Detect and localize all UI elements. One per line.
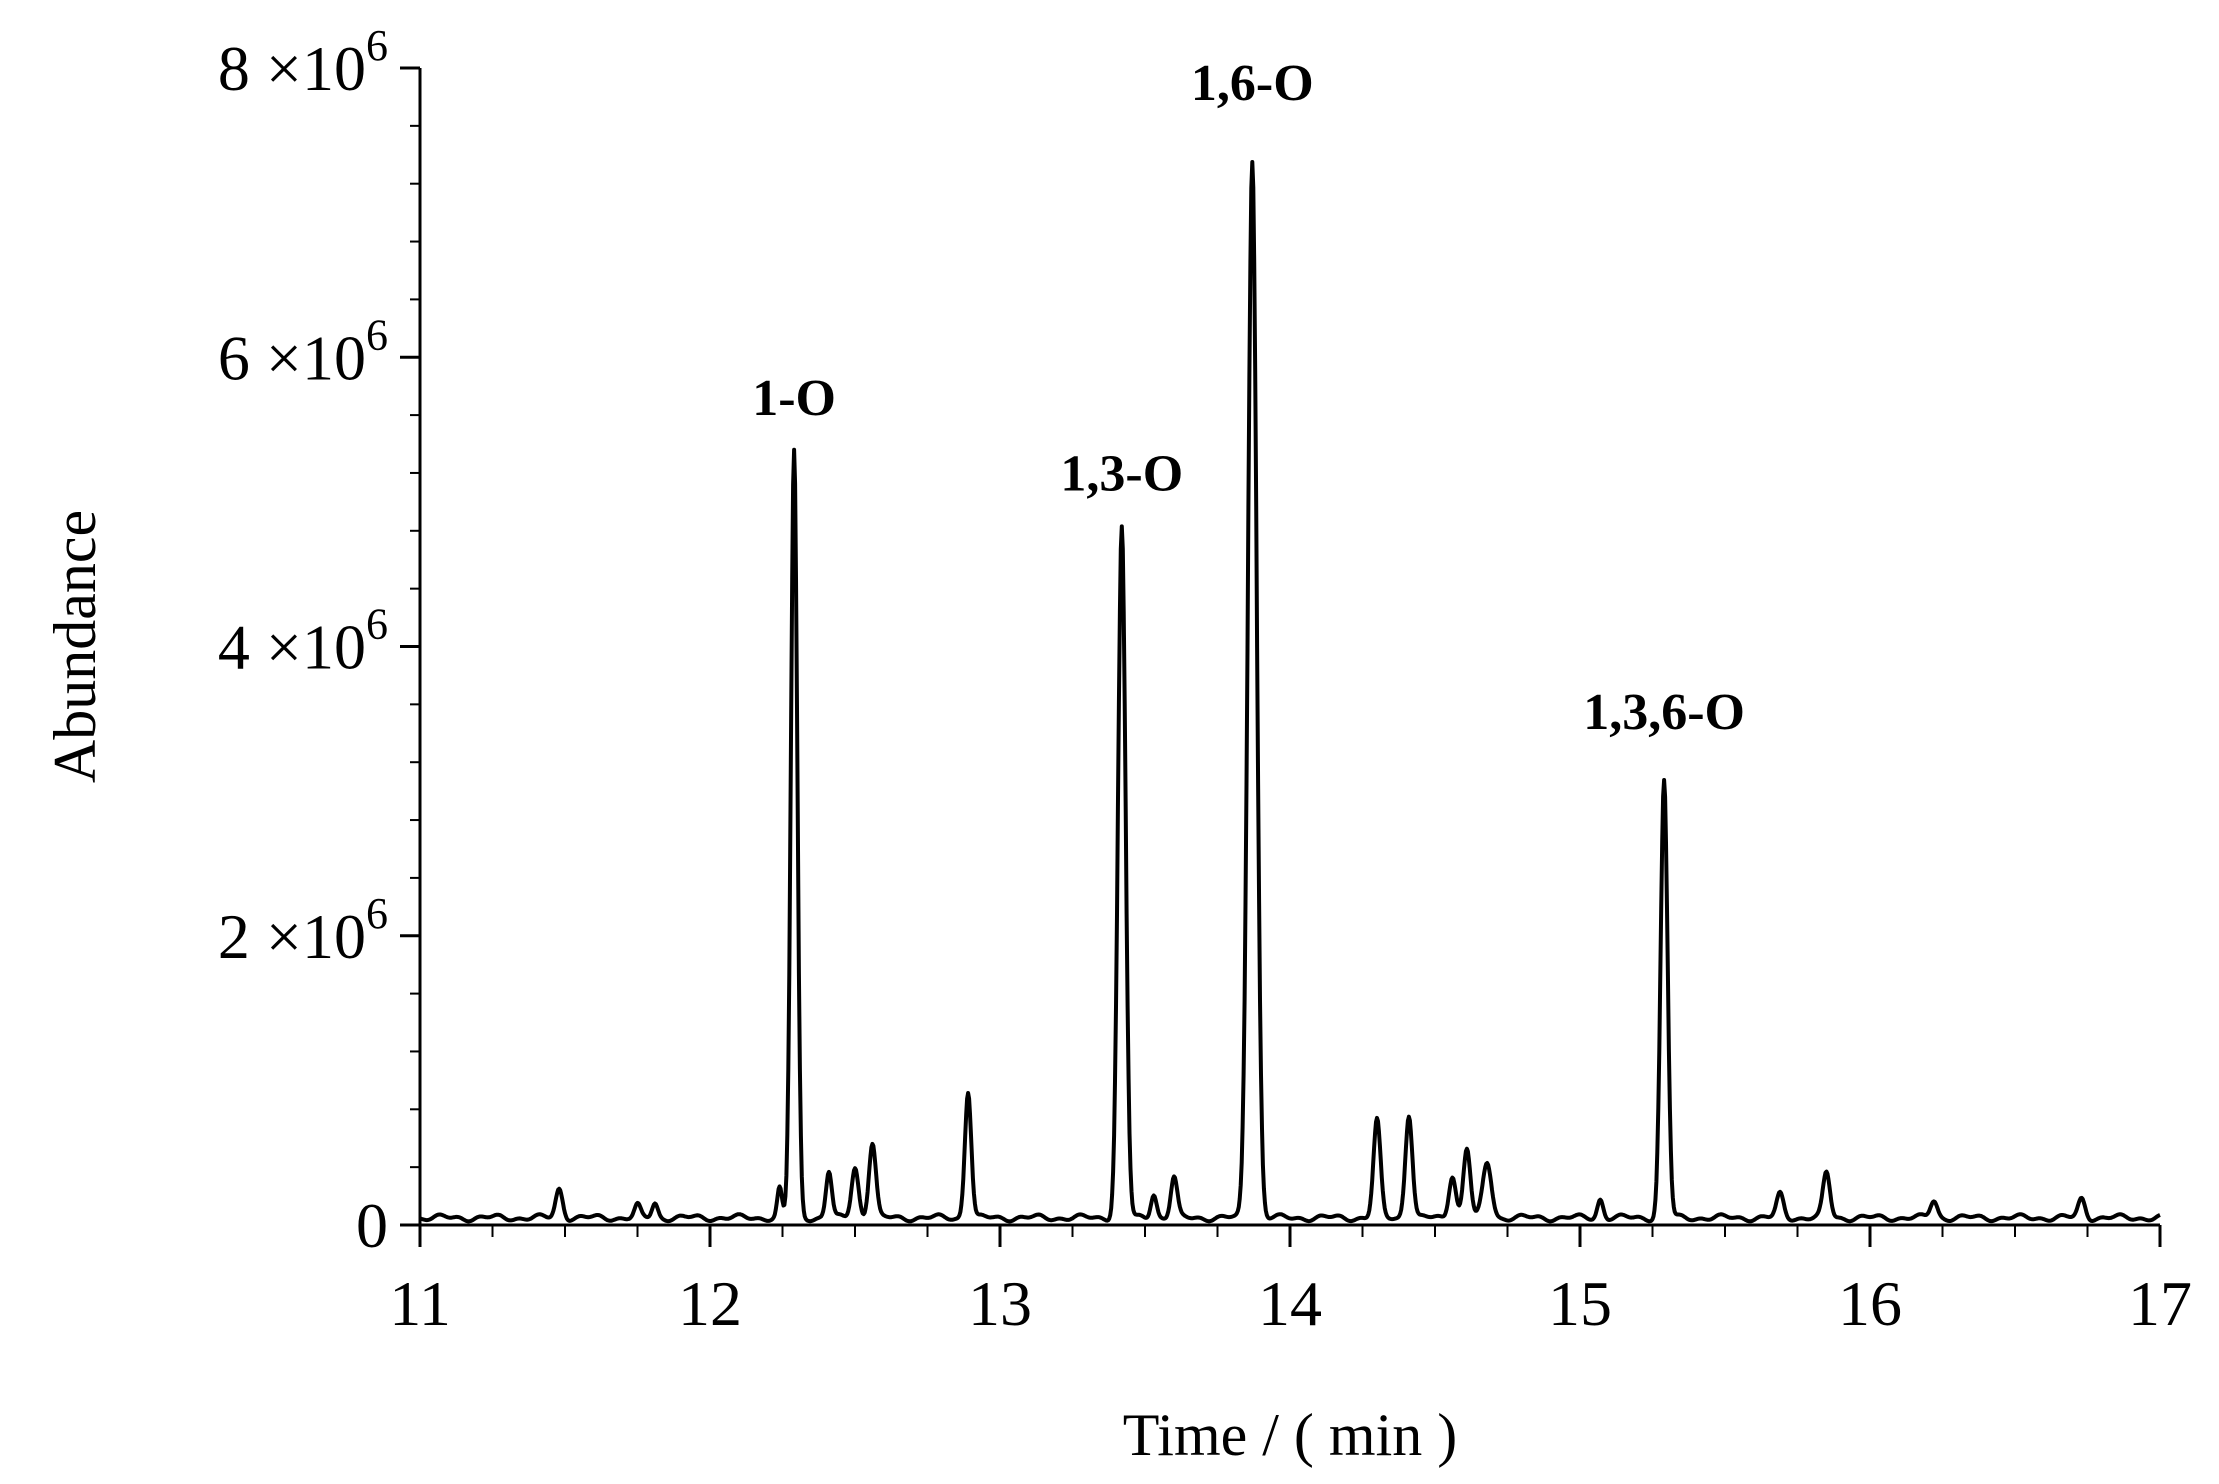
x-tick-label: 17	[2128, 1268, 2192, 1339]
y-tick-label: 2 ×106	[218, 889, 388, 972]
x-tick-label: 16	[1838, 1268, 1902, 1339]
peak-annotation: 1,3-O	[1060, 445, 1183, 502]
annotations: 1-O 1,3-O 1,6-O 1,3,6-O	[752, 55, 1745, 741]
x-tick-label: 12	[678, 1268, 742, 1339]
x-tick-label: 15	[1548, 1268, 1612, 1339]
y-axis-title: Abundance	[42, 510, 108, 783]
x-tick-label: 14	[1258, 1268, 1322, 1339]
plot-area	[419, 160, 2161, 1224]
x-axis-title: Time / ( min )	[1123, 1402, 1457, 1468]
y-tick-label: 0	[356, 1190, 388, 1261]
peak-annotation: 1,6-O	[1191, 55, 1314, 112]
x-tick-label: 11	[389, 1268, 451, 1339]
y-tick-label: 4 ×106	[218, 600, 388, 683]
x-tick-label: 13	[968, 1268, 1032, 1339]
peak-annotation: 1-O	[752, 370, 836, 427]
series-line-abundance	[419, 160, 2161, 1224]
axes	[418, 68, 2160, 1227]
y-tick-label: 6 ×106	[218, 310, 388, 393]
peak-annotation: 1,3,6-O	[1583, 684, 1745, 741]
y-tick-label: 8 ×106	[218, 21, 388, 104]
ticks: 11 12 13 14 15 16 17 0 2 ×106 4 ×106 6 ×106 8 ×106	[218, 21, 2192, 1339]
